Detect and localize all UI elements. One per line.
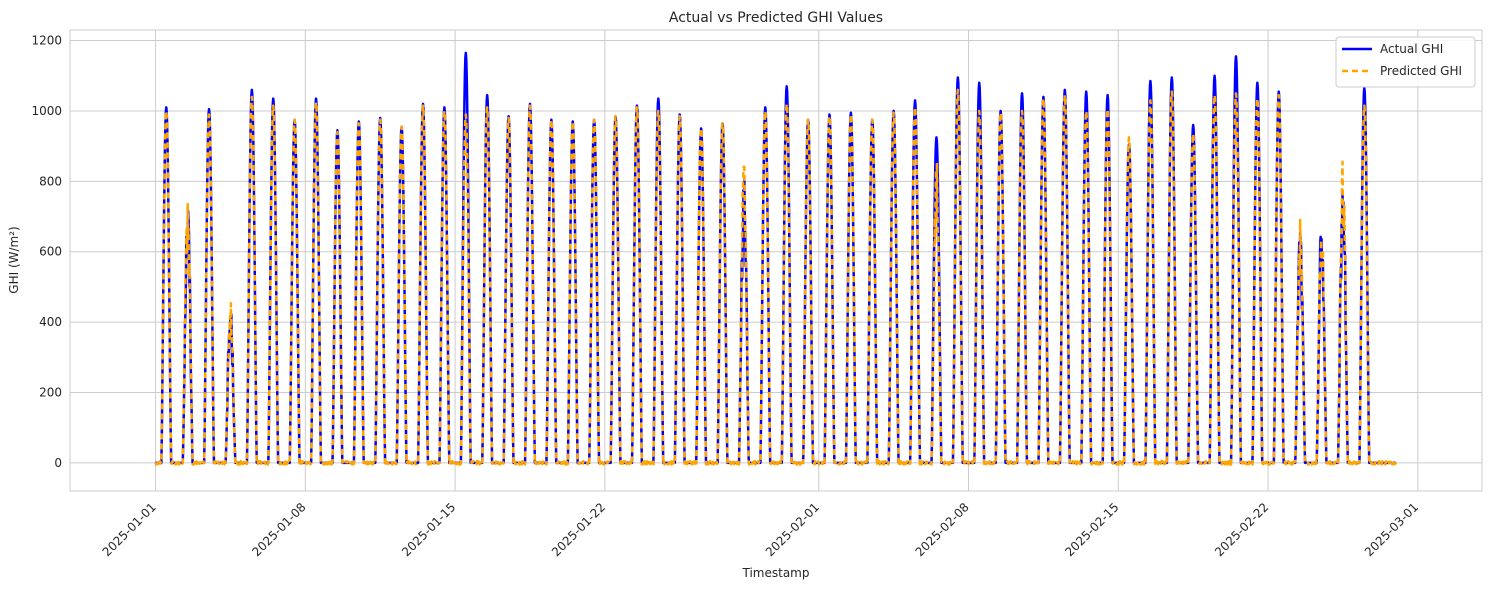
y-tick-label: 600 (39, 245, 62, 259)
y-tick-label: 1000 (31, 104, 62, 118)
x-axis-label: Timestamp (742, 566, 810, 580)
x-tick-label: 2025-02-01 (763, 500, 822, 559)
x-tick-label: 2025-01-01 (100, 500, 159, 559)
y-axis-label: GHI (W/m²) (7, 226, 21, 293)
legend: Actual GHI Predicted GHI (1335, 36, 1476, 88)
legend-label-actual: Actual GHI (1380, 42, 1443, 56)
x-tick-label: 2025-02-08 (913, 500, 972, 559)
series-layer (154, 51, 1398, 466)
y-tick-label: 800 (39, 174, 62, 188)
y-tick-label: 200 (39, 385, 62, 399)
x-tick-label: 2025-02-22 (1212, 500, 1271, 559)
grid (70, 30, 1482, 491)
y-tick-label: 0 (54, 456, 62, 470)
legend-label-predicted: Predicted GHI (1380, 64, 1462, 78)
x-tick-label: 2025-02-15 (1062, 500, 1121, 559)
y-tick-label: 1200 (31, 34, 62, 48)
series-line-predicted (154, 88, 1398, 466)
plot-frame (69, 29, 1483, 492)
x-tick-label: 2025-01-15 (399, 500, 458, 559)
x-tick-label: 2025-03-01 (1362, 500, 1421, 559)
chart-title: Actual vs Predicted GHI Values (669, 10, 883, 26)
x-tick-label: 2025-01-22 (549, 500, 608, 559)
x-tick-label: 2025-01-08 (249, 500, 308, 559)
y-tick-label: 400 (39, 315, 62, 329)
